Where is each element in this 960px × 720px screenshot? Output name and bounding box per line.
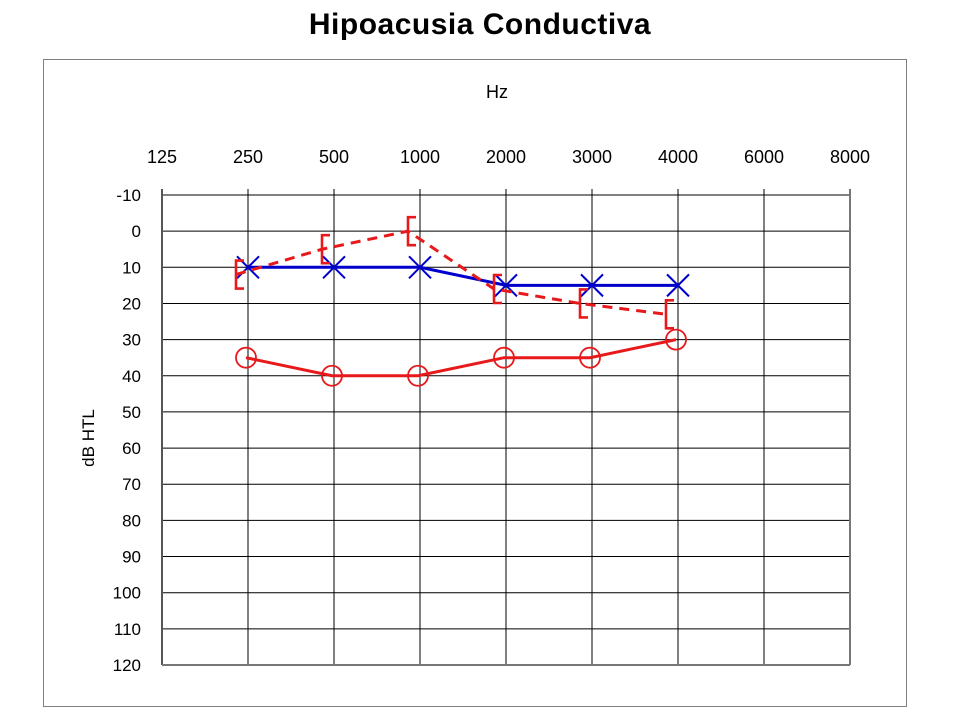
- x-tick-label: 500: [319, 147, 349, 167]
- x-stroke: [494, 273, 518, 298]
- data-point-x: [494, 273, 518, 298]
- data-point-x: [408, 255, 432, 280]
- data-point-circle: [235, 346, 257, 369]
- data-point-circle: [665, 328, 687, 351]
- data-point-bracket: [320, 233, 330, 265]
- y-tick-label: 110: [114, 620, 141, 639]
- x-tick-label: 1000: [400, 147, 440, 167]
- y-tick-label: 0: [132, 222, 141, 241]
- data-point-x: [666, 273, 690, 298]
- data-point-circle: [321, 364, 343, 387]
- data-point-x: [580, 273, 604, 298]
- x-tick-label: 2000: [486, 147, 526, 167]
- y-tick-label: 30: [122, 331, 141, 350]
- y-tick-label: -10: [116, 186, 141, 205]
- series-line: [235, 229, 667, 316]
- x-stroke: [322, 255, 346, 280]
- x-tick-labels: 125 250 500 1000 2000 3000 4000 6000 8000: [147, 147, 870, 167]
- x-stroke: [580, 273, 604, 298]
- y-axis-label: dB HTL: [79, 409, 98, 467]
- series-group: [234, 215, 690, 387]
- y-tick-labels: -10 0 10 20 30 40 50 60 70 80 90 100 110 120: [113, 186, 141, 675]
- x-stroke: [408, 255, 432, 280]
- series-line: [248, 265, 678, 287]
- data-point-circle: [579, 346, 601, 369]
- y-tick-label: 80: [122, 511, 141, 530]
- y-tick-label: 20: [122, 294, 141, 313]
- x-tick-label: 8000: [830, 147, 870, 167]
- y-tick-label: 70: [122, 475, 141, 494]
- y-tick-label: 40: [122, 367, 141, 386]
- data-point-bracket: [492, 273, 502, 305]
- x-stroke: [666, 273, 690, 298]
- data-point-bracket: [234, 259, 244, 290]
- chart-frame: [43, 59, 907, 707]
- x-axis-label: Hz: [486, 82, 508, 102]
- data-point-circle: [407, 364, 429, 387]
- x-tick-label: 125: [147, 147, 177, 167]
- y-tick-label: 10: [122, 258, 141, 277]
- x-tick-label: 250: [233, 147, 263, 167]
- data-point-circle: [493, 346, 515, 369]
- y-tick-label: 100: [113, 584, 141, 603]
- y-tick-label: 90: [122, 548, 141, 567]
- x-tick-label: 3000: [572, 147, 612, 167]
- y-tick-label: 120: [113, 656, 141, 675]
- y-tick-label: 60: [122, 439, 141, 458]
- data-point-x: [322, 255, 346, 280]
- data-point-bracket: [406, 215, 416, 247]
- y-tick-label: 50: [122, 403, 141, 422]
- x-tick-label: 6000: [744, 147, 784, 167]
- data-point-bracket: [578, 288, 588, 319]
- chart-title: Hipoacusia Conductiva: [308, 8, 652, 41]
- series-line: [245, 338, 677, 378]
- data-point-bracket: [664, 299, 674, 330]
- x-tick-label: 4000: [658, 147, 698, 167]
- grid: [161, 189, 851, 666]
